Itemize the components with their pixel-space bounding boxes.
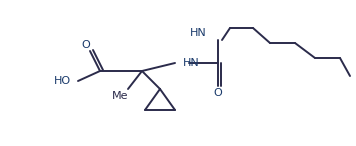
Text: HN: HN [190, 28, 207, 38]
Text: O: O [82, 40, 90, 50]
Text: O: O [214, 88, 222, 98]
Text: Me: Me [112, 91, 128, 101]
Text: HN: HN [183, 58, 200, 68]
Text: HO: HO [53, 76, 70, 86]
